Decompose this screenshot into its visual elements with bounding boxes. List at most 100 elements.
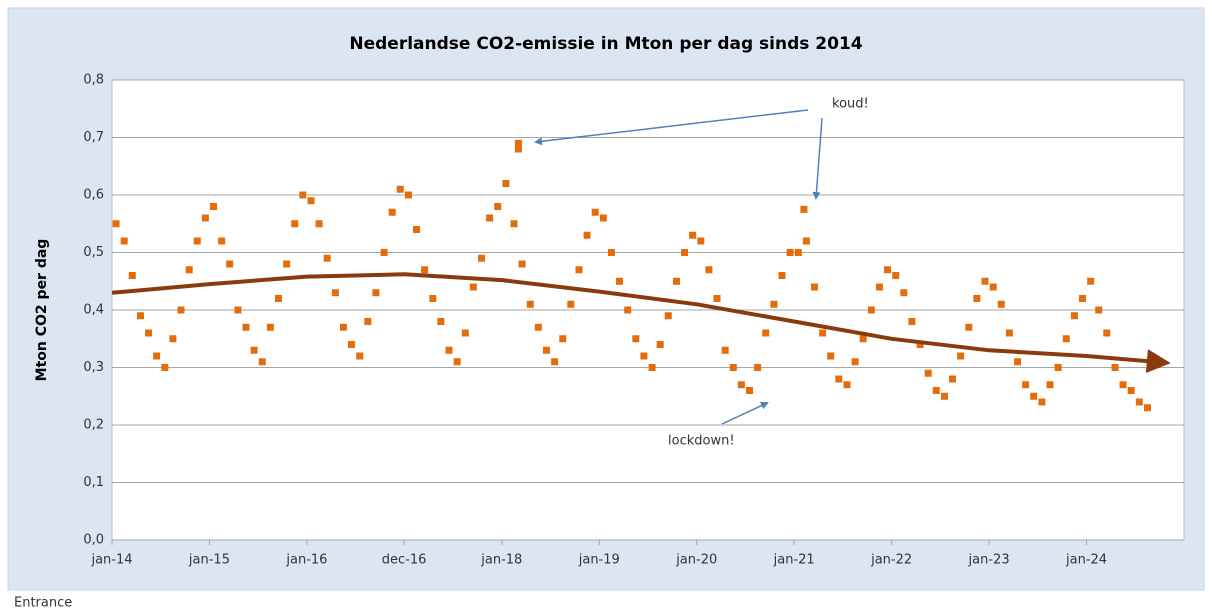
data-point xyxy=(997,300,1005,308)
data-point xyxy=(648,364,656,371)
data-point xyxy=(1143,404,1151,412)
data-point xyxy=(461,329,469,337)
data-point xyxy=(689,231,697,239)
data-point xyxy=(672,277,680,285)
data-point xyxy=(307,197,315,205)
data-point xyxy=(185,266,193,274)
data-point xyxy=(729,364,737,371)
data-point xyxy=(591,208,599,216)
data-point xyxy=(1062,335,1070,343)
data-point xyxy=(762,329,770,337)
data-point xyxy=(551,358,559,366)
data-point xyxy=(908,318,916,325)
data-point xyxy=(827,352,835,360)
data-point xyxy=(697,237,705,245)
data-point xyxy=(1070,312,1078,320)
y-tick-label: 0,8 xyxy=(83,73,104,88)
data-point xyxy=(884,266,892,274)
data-point xyxy=(778,272,786,279)
data-point xyxy=(218,237,226,245)
data-point xyxy=(526,300,534,308)
data-point xyxy=(705,266,713,274)
data-point xyxy=(169,335,177,343)
data-point xyxy=(583,231,591,239)
data-point xyxy=(283,260,291,268)
data-point xyxy=(128,272,136,279)
data-point xyxy=(250,346,258,354)
data-point xyxy=(258,358,266,366)
data-point xyxy=(1005,329,1013,337)
x-tick-label: dec-16 xyxy=(382,553,427,568)
x-tick-label: jan-20 xyxy=(675,553,717,568)
data-point xyxy=(664,312,672,320)
data-point xyxy=(616,277,624,285)
data-point xyxy=(120,237,128,245)
data-point xyxy=(518,260,526,268)
data-point xyxy=(437,318,445,325)
data-point xyxy=(1038,398,1046,406)
y-tick-label: 0,3 xyxy=(83,360,104,375)
data-point xyxy=(413,226,421,233)
y-tick-label: 0,2 xyxy=(83,418,104,433)
data-point xyxy=(478,254,486,262)
annotations: koud! lockdown! xyxy=(534,97,869,449)
data-point xyxy=(486,214,494,222)
data-point xyxy=(323,254,331,262)
data-point xyxy=(502,180,510,187)
data-point xyxy=(453,358,461,366)
data-point xyxy=(1135,398,1143,406)
y-tick-label: 0,7 xyxy=(83,130,104,145)
data-point xyxy=(1119,381,1127,389)
data-point xyxy=(737,381,745,389)
y-tick-label: 0,5 xyxy=(83,245,104,260)
data-point xyxy=(396,185,404,193)
data-point xyxy=(721,346,729,354)
data-point xyxy=(514,139,522,147)
grid: 0,0 0,1 0,2 0,3 0,4 0,5 0,6 0,7 0,8 jan-14 jan-15 j… xyxy=(83,73,1184,568)
y-tick-label: 0,1 xyxy=(83,475,104,490)
footer-text: Entrance xyxy=(14,596,72,610)
data-point xyxy=(957,352,965,360)
data-point xyxy=(291,220,299,228)
data-point xyxy=(892,272,900,279)
data-point xyxy=(348,341,356,348)
data-point xyxy=(786,249,794,256)
x-tick-label: jan-18 xyxy=(480,553,522,568)
data-point xyxy=(1054,364,1062,371)
data-point xyxy=(973,295,981,302)
data-point xyxy=(315,220,323,228)
data-point xyxy=(932,387,940,394)
data-point xyxy=(514,145,522,153)
x-tick-label: jan-19 xyxy=(578,553,620,568)
annotation: koud! xyxy=(832,97,869,112)
data-point xyxy=(875,283,883,291)
data-point xyxy=(266,323,274,331)
data-point xyxy=(210,203,218,210)
chart-title: Nederlandse CO2-emissie in Mton per dag … xyxy=(349,34,862,54)
data-point xyxy=(404,191,412,199)
data-point xyxy=(624,306,632,314)
data-point xyxy=(640,352,648,360)
data-point xyxy=(1078,295,1086,302)
data-point xyxy=(746,387,754,394)
data-point xyxy=(843,381,851,389)
y-axis-label: Mton CO2 per dag xyxy=(34,239,50,382)
data-point xyxy=(1022,381,1030,389)
data-point xyxy=(567,300,575,308)
data-point xyxy=(136,312,144,320)
data-point xyxy=(1030,392,1038,400)
data-point xyxy=(1127,387,1135,394)
data-point xyxy=(380,249,388,256)
x-tick-label: jan-16 xyxy=(285,553,327,568)
data-point xyxy=(656,341,664,348)
data-point xyxy=(494,203,502,210)
data-point xyxy=(810,283,818,291)
data-point xyxy=(274,295,282,302)
annotation-arrow xyxy=(534,109,809,146)
data-point xyxy=(299,191,307,199)
data-point xyxy=(1103,329,1111,337)
data-point xyxy=(193,237,201,245)
annotation-arrow xyxy=(812,117,823,200)
data-point xyxy=(510,220,518,228)
